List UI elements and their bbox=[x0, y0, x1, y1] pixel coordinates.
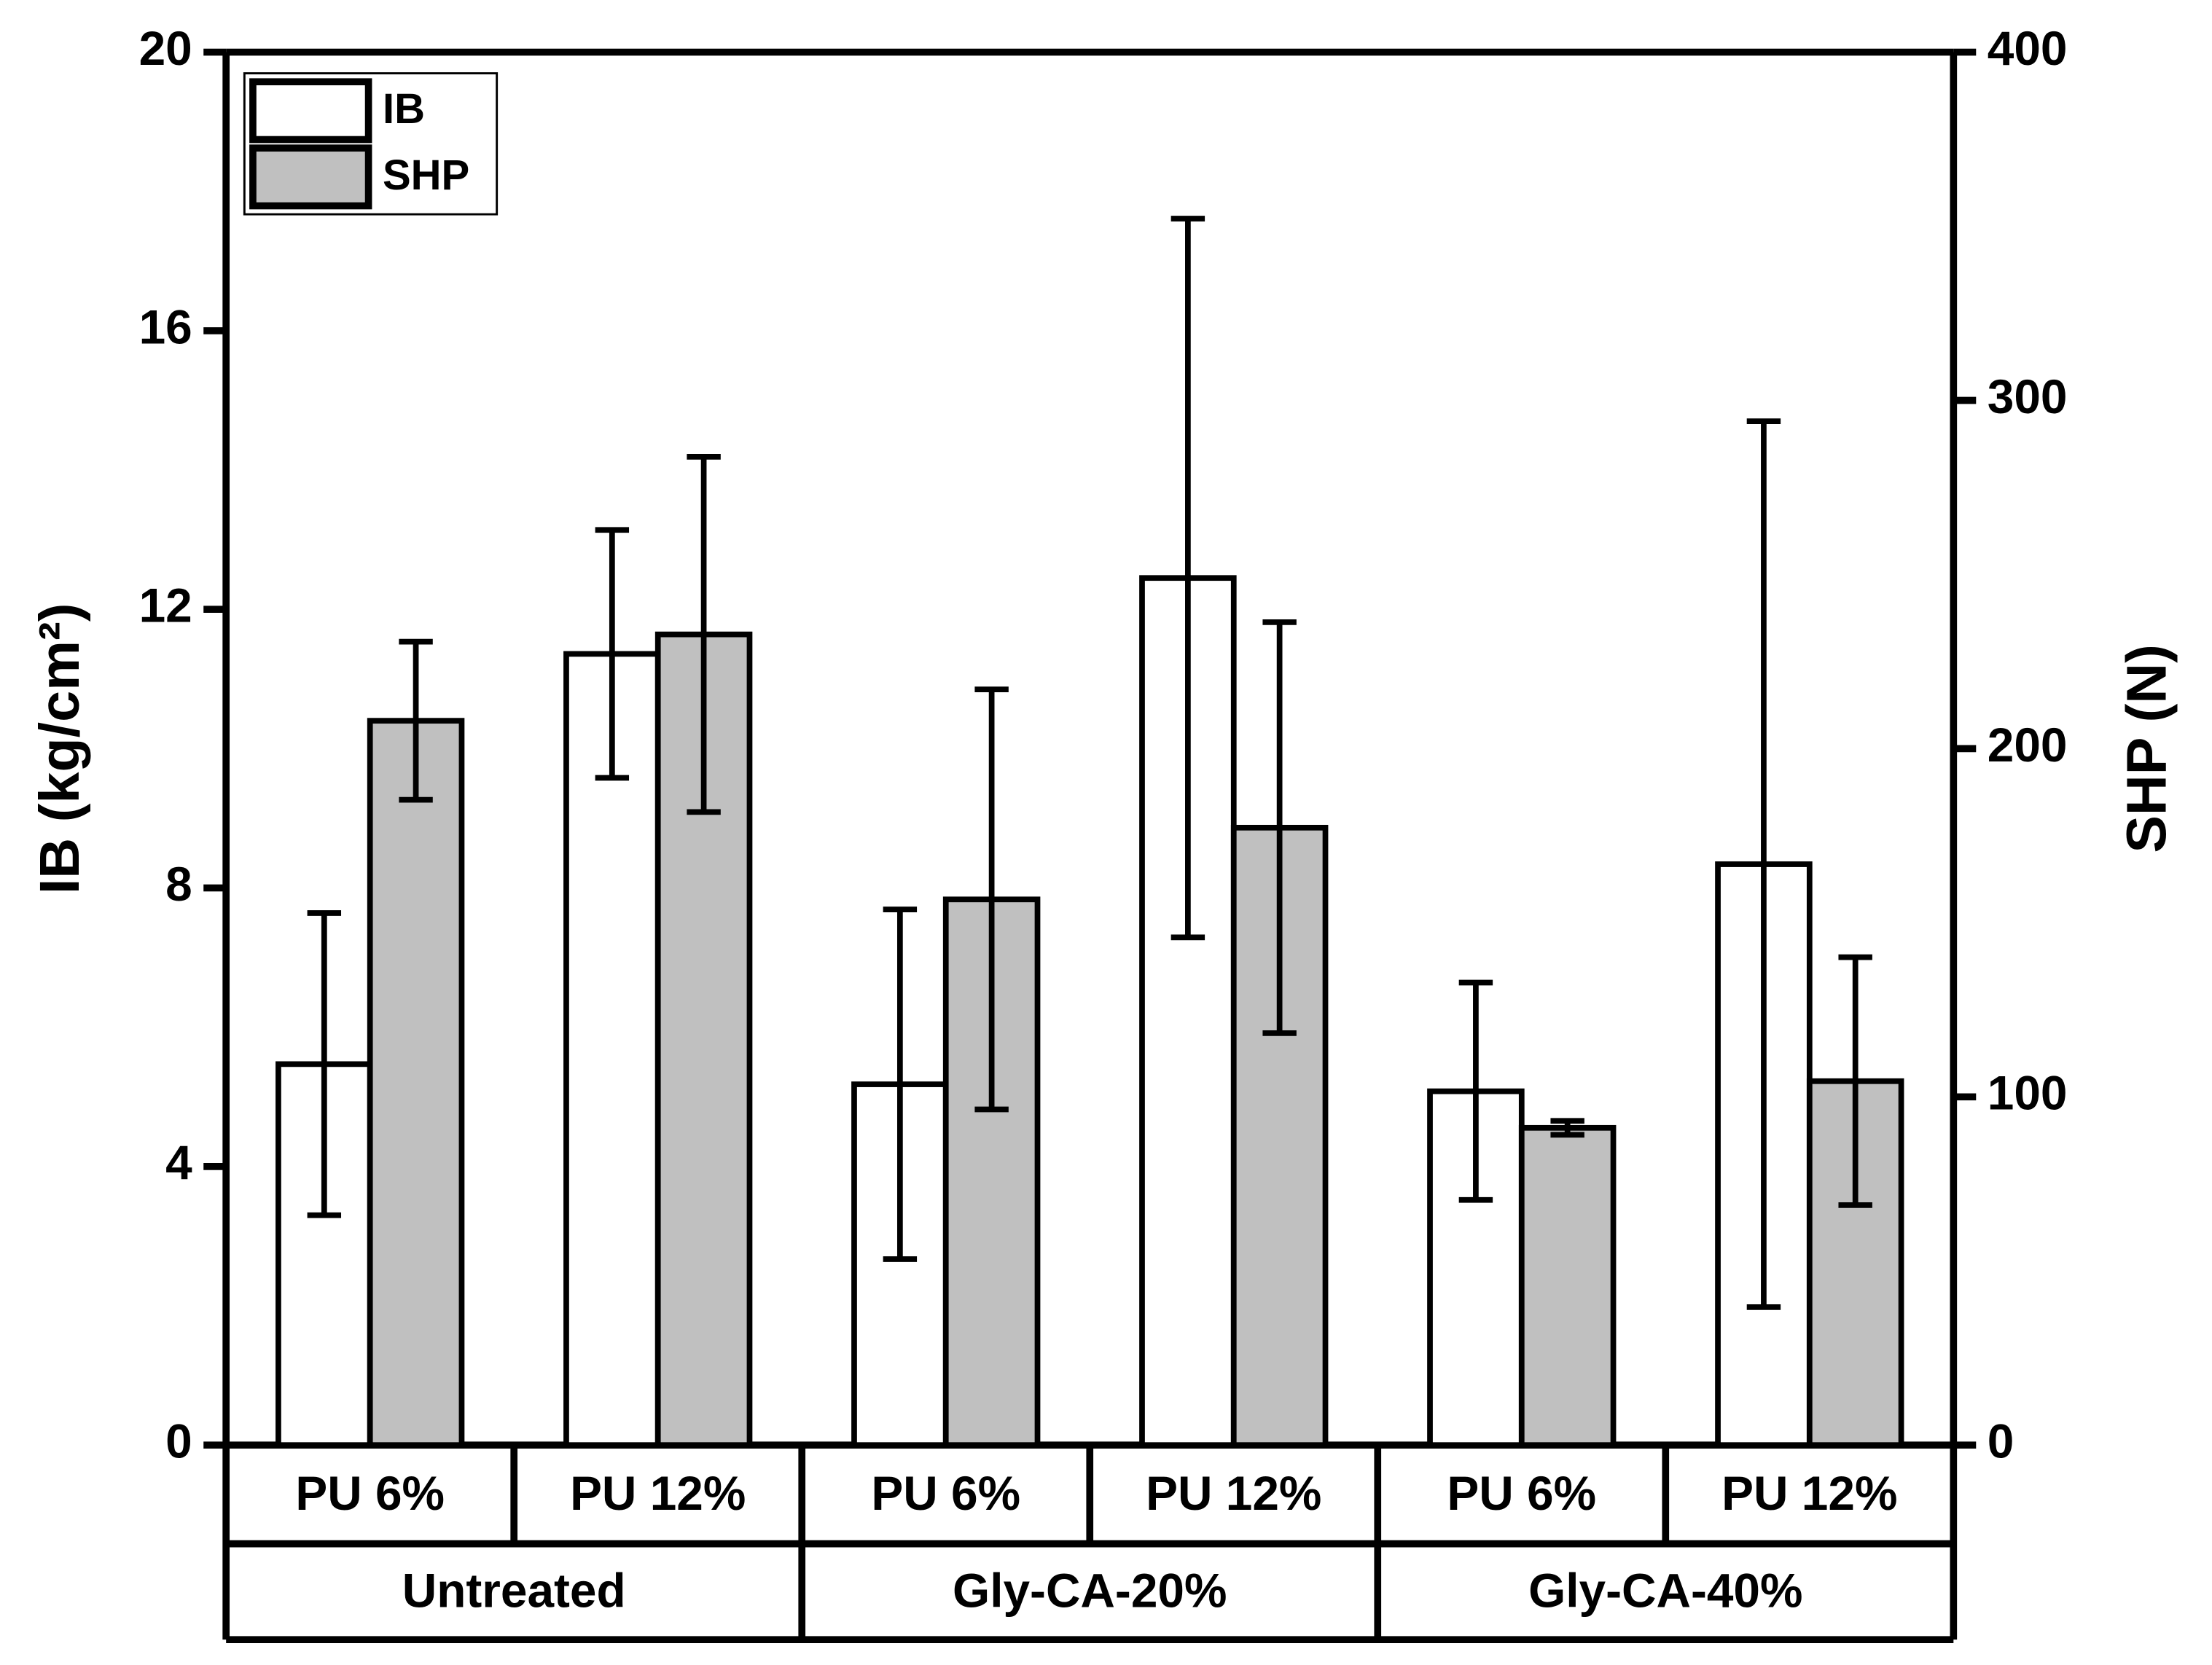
error-bar bbox=[399, 638, 433, 803]
error-bar bbox=[687, 454, 721, 815]
bar bbox=[367, 718, 465, 1449]
y-tick-label: 20 bbox=[139, 21, 192, 75]
error-bar bbox=[595, 527, 630, 781]
y-tick-label: 12 bbox=[139, 579, 192, 632]
legend-label: IB bbox=[383, 85, 425, 133]
group-label: Gly-CA-40% bbox=[1528, 1564, 1802, 1618]
group-label: Gly-CA-20% bbox=[953, 1564, 1227, 1618]
error-bar bbox=[1746, 418, 1781, 1310]
error-bar bbox=[974, 686, 1009, 1113]
y2-tick-label: 0 bbox=[1988, 1414, 2014, 1468]
x-tick-label: PU 6% bbox=[871, 1466, 1020, 1520]
legend-swatch bbox=[249, 144, 372, 210]
legend-label: SHP bbox=[383, 152, 469, 199]
y-tick-label: 4 bbox=[165, 1135, 192, 1189]
error-bar bbox=[1550, 1118, 1584, 1138]
y-tick-label: 8 bbox=[165, 857, 192, 911]
x-tick-label: PU 12% bbox=[1721, 1466, 1897, 1520]
x-tick-label: PU 12% bbox=[570, 1466, 746, 1520]
error-bar bbox=[1262, 619, 1297, 1036]
y-axis-title: IB (kg/cm²) bbox=[28, 603, 91, 894]
error-bar bbox=[1171, 216, 1205, 941]
bar bbox=[942, 896, 1041, 1449]
y-tick-label: 16 bbox=[139, 299, 192, 353]
group-label: Untreated bbox=[402, 1564, 626, 1618]
y2-tick-label: 400 bbox=[1988, 21, 2068, 75]
y2-tick-label: 200 bbox=[1988, 718, 2068, 772]
error-bar bbox=[883, 906, 918, 1262]
legend-swatch bbox=[249, 78, 372, 144]
error-bar bbox=[307, 910, 342, 1218]
y2-axis-title: SHP (N) bbox=[2116, 644, 2178, 853]
bar bbox=[1518, 1124, 1617, 1449]
y2-tick-label: 100 bbox=[1988, 1066, 2068, 1120]
x-tick-label: PU 6% bbox=[295, 1466, 445, 1520]
x-tick-label: PU 6% bbox=[1447, 1466, 1596, 1520]
x-tick-label: PU 12% bbox=[1146, 1466, 1321, 1520]
error-bar bbox=[1838, 954, 1872, 1208]
error-bar bbox=[1458, 979, 1493, 1203]
y2-tick-label: 300 bbox=[1988, 369, 2068, 423]
y-tick-label: 0 bbox=[165, 1414, 192, 1468]
